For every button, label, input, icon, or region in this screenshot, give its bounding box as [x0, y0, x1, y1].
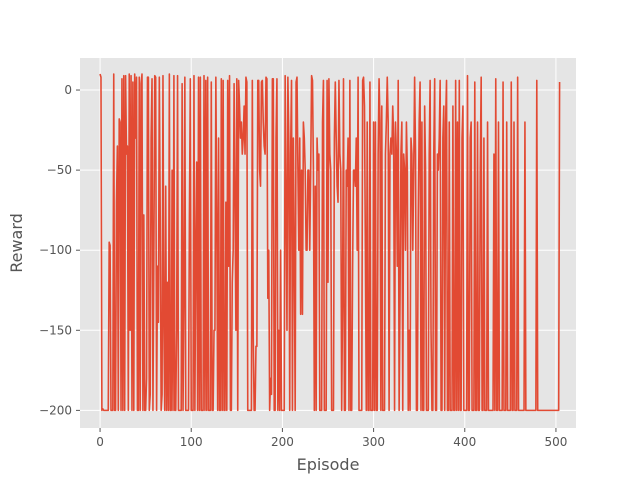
x-tick-label: 200	[271, 435, 294, 449]
y-tick-label: 0	[64, 83, 72, 97]
x-tick-label: 400	[453, 435, 476, 449]
x-tick-label: 100	[180, 435, 203, 449]
x-tick-label: 500	[544, 435, 567, 449]
x-tick-label: 300	[362, 435, 385, 449]
y-axis-title: Reward	[7, 213, 26, 273]
x-axis: 0 100 200 300 400 500	[96, 428, 567, 449]
x-axis-title: Episode	[297, 455, 360, 474]
reward-series-line	[99, 73, 561, 412]
x-tick-label: 0	[96, 435, 104, 449]
y-tick-label: −200	[39, 403, 72, 417]
series-layer	[99, 73, 561, 412]
y-axis: 0 −50 −100 −150 −200	[39, 83, 80, 417]
y-tick-label: −150	[39, 323, 72, 337]
y-tick-label: −50	[47, 163, 72, 177]
y-tick-label: −100	[39, 243, 72, 257]
